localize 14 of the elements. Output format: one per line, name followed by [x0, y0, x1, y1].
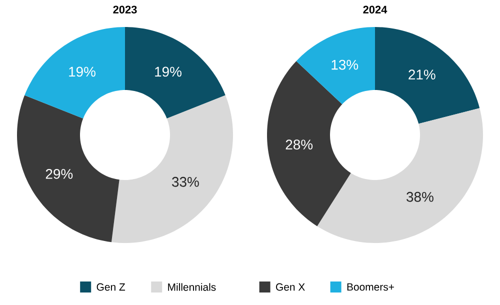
- data-label: 13%: [332, 60, 358, 70]
- chart-title: 2024: [363, 6, 388, 14]
- legend-label: Gen X: [276, 283, 305, 291]
- data-label: 29%: [46, 168, 73, 179]
- legend-label: Millennials: [168, 283, 216, 291]
- chart-title: 2023: [113, 6, 137, 14]
- data-label: 28%: [286, 140, 313, 150]
- data-label: 19%: [155, 66, 182, 77]
- data-label: 21%: [408, 70, 436, 80]
- data-label: 19%: [69, 66, 96, 77]
- data-label: 38%: [406, 192, 434, 202]
- legend-label: Boomers+: [347, 283, 394, 291]
- legend-label: Gen Z: [96, 283, 126, 291]
- data-label: 33%: [172, 176, 199, 187]
